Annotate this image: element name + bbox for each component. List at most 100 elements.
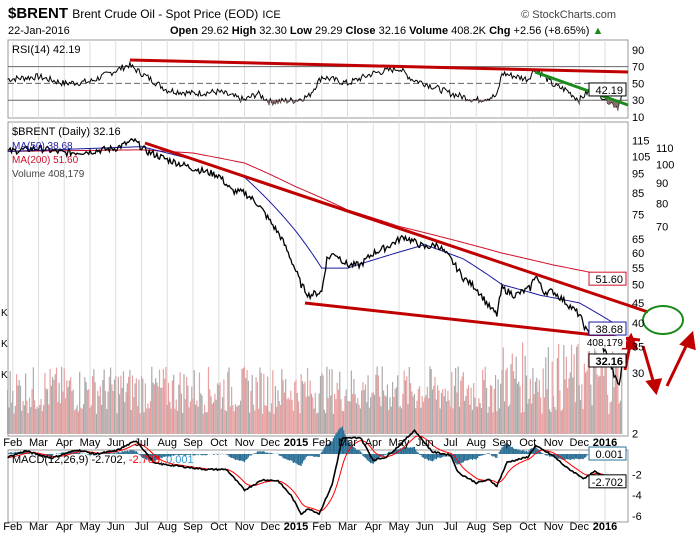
- annotations: [129, 58, 696, 396]
- chg-label: Chg: [489, 25, 511, 37]
- ma50-value-tag-text: 38.68: [595, 324, 623, 336]
- x-tick-label: 2015: [284, 437, 308, 449]
- grid: [7, 39, 629, 523]
- volume-legend: Volume 408,179: [12, 169, 85, 180]
- ma50-value-tag: [588, 321, 627, 336]
- hist-value-tag-text: 0.001: [595, 449, 623, 461]
- rsi-tick-label: 10: [632, 112, 644, 124]
- price-tick-label: 40: [632, 318, 644, 330]
- up-arrow-icon: ▲: [592, 25, 604, 37]
- macd-value-tag: [588, 474, 627, 489]
- chg-value: +2.56 (+8.65%): [513, 25, 590, 37]
- signal-line: [7, 435, 622, 512]
- price-tick-label: 35: [632, 341, 644, 353]
- x-tick-label-bottom: Jun: [107, 521, 125, 533]
- rsi-value-tag-text: 42.19: [595, 85, 623, 97]
- x-tick-label: Feb: [312, 437, 331, 449]
- x-tick-label: Dec: [569, 437, 589, 449]
- high-value: 32.30: [259, 25, 287, 37]
- x-tick-label: Jun: [416, 437, 434, 449]
- rsi-value-tag: [588, 82, 627, 97]
- rsi-tick-label: 50: [632, 78, 644, 90]
- price-tick-label: 105: [632, 151, 650, 163]
- x-tick-label-bottom: Aug: [466, 521, 486, 533]
- quote-date: 22-Jan-2016: [8, 25, 70, 37]
- x-tick-label-bottom: May: [389, 521, 410, 533]
- x-tick-label: Apr: [365, 437, 382, 449]
- x-tick-label-bottom: Sep: [492, 521, 512, 533]
- x-tick-label: Aug: [157, 437, 177, 449]
- rsi-tick-label: 70: [632, 62, 644, 74]
- x-tick-label: Nov: [544, 437, 564, 449]
- price-tick-label: 55: [632, 263, 644, 275]
- open-value: 29.62: [201, 25, 229, 37]
- x-tick-label-bottom: Oct: [210, 521, 227, 533]
- rsi-trendline: [129, 58, 629, 74]
- left-mark: K: [1, 339, 8, 350]
- macd-panel: [7, 426, 623, 516]
- x-tick-label: Aug: [466, 437, 486, 449]
- lower-trendline: [304, 301, 641, 342]
- x-tick-label: Jul: [443, 437, 457, 449]
- price-tick-label: 30: [632, 368, 644, 380]
- macd-label-part: MACD(12,26,9) -2.702,: [12, 454, 126, 466]
- volume-value-tag-bg: [585, 336, 626, 349]
- rsi-green-trendline: [534, 70, 629, 107]
- x-tick-label: Sep: [183, 437, 203, 449]
- macd-line: [7, 428, 623, 516]
- price-tick-label: 50: [632, 280, 644, 292]
- price-tick-label: 80: [656, 198, 668, 210]
- close-value: 32.16: [378, 25, 407, 37]
- panel-frame-0: [7, 39, 629, 119]
- arrows: [621, 330, 696, 396]
- x-tick-label: Oct: [210, 437, 227, 449]
- macd-label-part: 0.001: [163, 454, 194, 466]
- x-tick-label: Dec: [260, 437, 280, 449]
- x-tick-label-bottom: Dec: [260, 521, 280, 533]
- security-name: Brent Crude Oil - Spot Price (EOD): [72, 7, 259, 21]
- x-tick-label-bottom: Apr: [56, 521, 73, 533]
- macd-label: MACD(12,26,9) -2.702, -2.703, 0.001: [12, 454, 194, 466]
- open-label: Open: [170, 25, 199, 37]
- title-line: $BRENT Brent Crude Oil - Spot Price (EOD…: [8, 5, 281, 24]
- price-tick-label: 70: [656, 221, 668, 233]
- price-tick-label: 95: [632, 169, 644, 181]
- macd-tick-label: -2: [632, 470, 642, 482]
- x-tick-label: May: [80, 437, 101, 449]
- macd-value-tag-text: -2.702: [592, 477, 623, 489]
- x-tick-label-bottom: Oct: [519, 521, 536, 533]
- x-tick-label: Nov: [235, 437, 255, 449]
- x-tick-label: Feb: [3, 437, 22, 449]
- x-tick-label-bottom: Nov: [235, 521, 255, 533]
- x-tick-label: Oct: [519, 437, 536, 449]
- x-tick-label-bottom: Jul: [443, 521, 457, 533]
- high-label: High: [231, 25, 257, 37]
- x-tick-label: Mar: [29, 437, 48, 449]
- volume-value-tag-text: 408,179: [587, 338, 624, 349]
- ma200-value-tag-text: 51.60: [595, 274, 623, 286]
- target-ellipse: [642, 305, 684, 335]
- rsi-tick-label: 90: [632, 45, 644, 57]
- x-tick-label-bottom: Aug: [157, 521, 177, 533]
- price-line: [7, 137, 623, 386]
- rsi-panel: [7, 60, 628, 112]
- x-tick-label: 2016: [593, 437, 617, 449]
- left-mark: K: [1, 308, 8, 319]
- left-mark: K: [1, 370, 8, 381]
- low-value: 29.29: [314, 25, 343, 37]
- price-tick-label: 65: [632, 234, 644, 246]
- x-tick-label-bottom: Sep: [183, 521, 203, 533]
- x-tick-label: Mar: [338, 437, 357, 449]
- price-tick-label: 60: [632, 248, 644, 260]
- price-label: $BRENT (Daily) 32.16: [12, 126, 121, 138]
- value-tags: 42.19 51.60 38.68 408,179 32.16 0.001 -2.702: [585, 82, 627, 489]
- x-tick-label: Jul: [134, 437, 148, 449]
- macd-tick-label: -6: [632, 511, 642, 523]
- upper-trendline: [144, 141, 649, 314]
- close-value-tag: [588, 353, 627, 368]
- axes: Feb Feb Mar Mar Apr Apr May May Jun Jun Jul Jul Aug A…: [1, 44, 674, 533]
- rsi-line: [7, 60, 623, 112]
- quote-summary: Open 29.62 High 32.30 Low 29.29 Close 32…: [170, 25, 603, 38]
- x-tick-label-bottom: Nov: [544, 521, 564, 533]
- ma200-legend: MA(200) 51.60: [12, 155, 79, 166]
